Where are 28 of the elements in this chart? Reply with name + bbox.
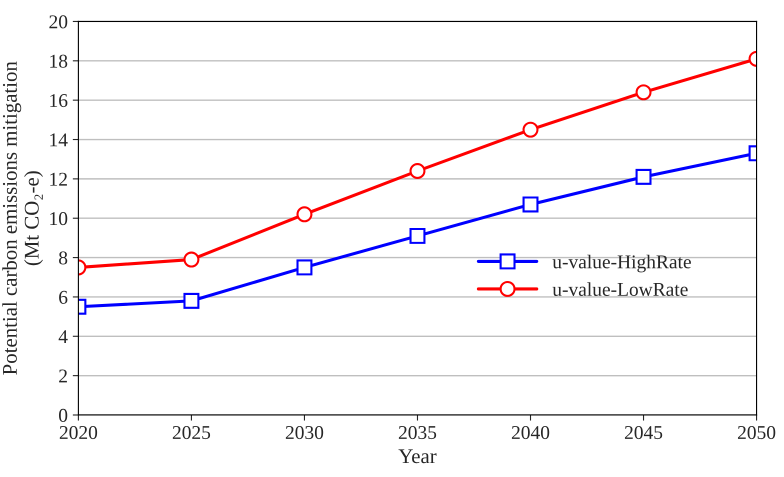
y-tick-label: 10: [50, 212, 68, 226]
x-axis-title: Year: [398, 449, 436, 464]
y-tick-label: 18: [50, 54, 68, 68]
y-tick-label: 2: [59, 370, 67, 382]
y-axis-title: Potential carbon emissions mitigation (Mt CO₂-e): [2, 61, 43, 375]
y-tick-label: 4: [58, 330, 68, 344]
point: [296, 259, 312, 276]
y-tick-label: 12: [50, 172, 67, 186]
y-tick-label: 20: [49, 15, 68, 28]
y-tick-label: 8: [59, 251, 68, 265]
x-tick-label: 2035: [398, 426, 436, 440]
x-tick-label: 2030: [286, 426, 324, 440]
x-tick-label: 2025: [172, 426, 210, 440]
point: [522, 122, 538, 138]
y-tick-label: 0: [59, 408, 68, 422]
x-tick-label: 2050: [738, 426, 776, 440]
x-tick-label: 2045: [624, 426, 662, 440]
point: [409, 228, 426, 244]
point: [296, 206, 312, 222]
y-tick-label: 16: [50, 94, 68, 108]
point: [409, 163, 426, 179]
point: [522, 196, 538, 212]
y-tick-label: 6: [59, 290, 68, 304]
y-tick-label: 14: [50, 133, 68, 146]
legend-label: u-value-HighRate: [552, 254, 691, 272]
legend-label: u-value-LowRate: [552, 282, 688, 296]
x-tick-label: 2040: [512, 426, 550, 440]
x-tick-label: 2020: [60, 426, 98, 440]
